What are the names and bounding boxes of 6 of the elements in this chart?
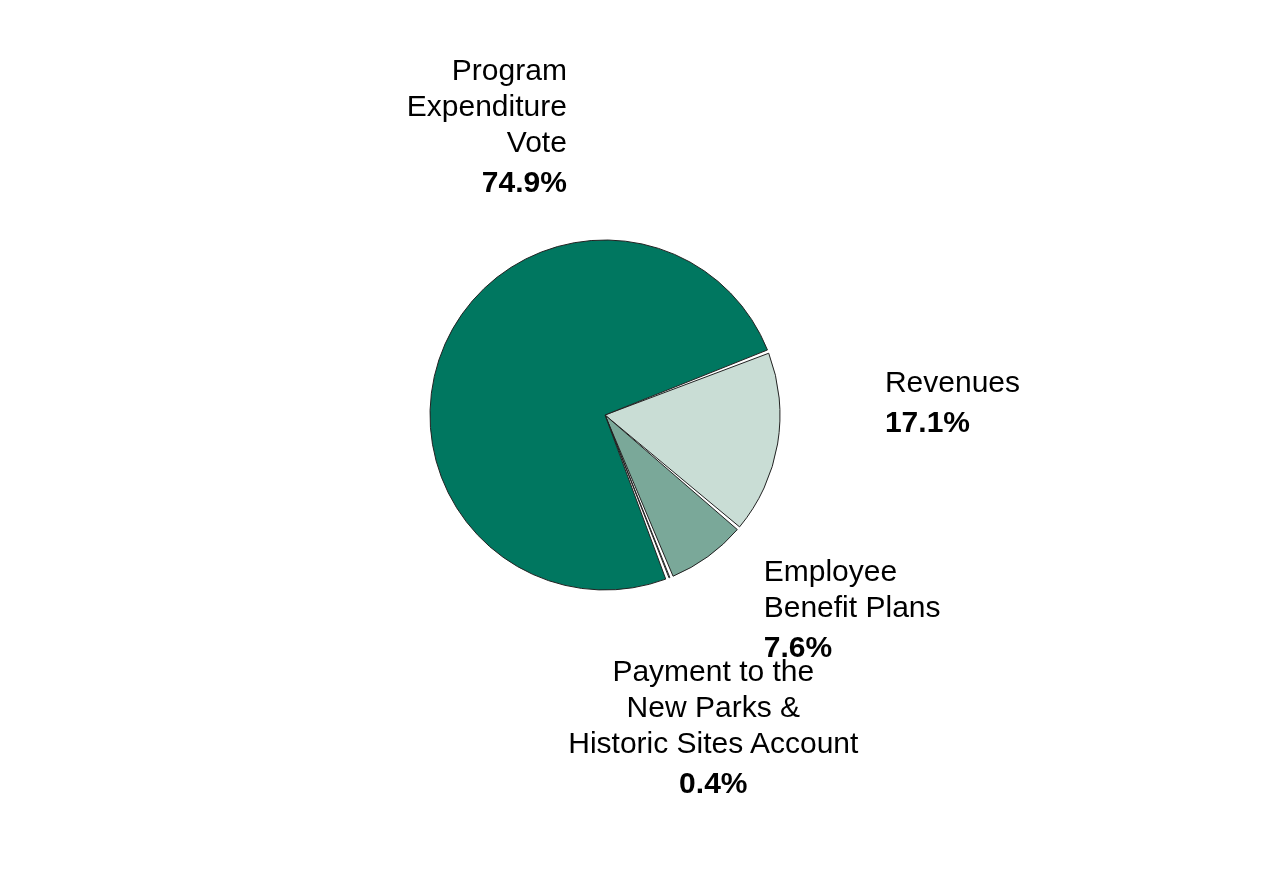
slice-label: Revenues: [884, 365, 1021, 399]
slice-label: Program Expenditure Vote: [406, 52, 567, 158]
data-label: 74.9%: [481, 164, 567, 198]
data-label: 17.1%: [884, 405, 970, 439]
data-label: 0.4%: [679, 765, 748, 799]
slice-label: Employee Benefit Plans: [763, 554, 941, 624]
